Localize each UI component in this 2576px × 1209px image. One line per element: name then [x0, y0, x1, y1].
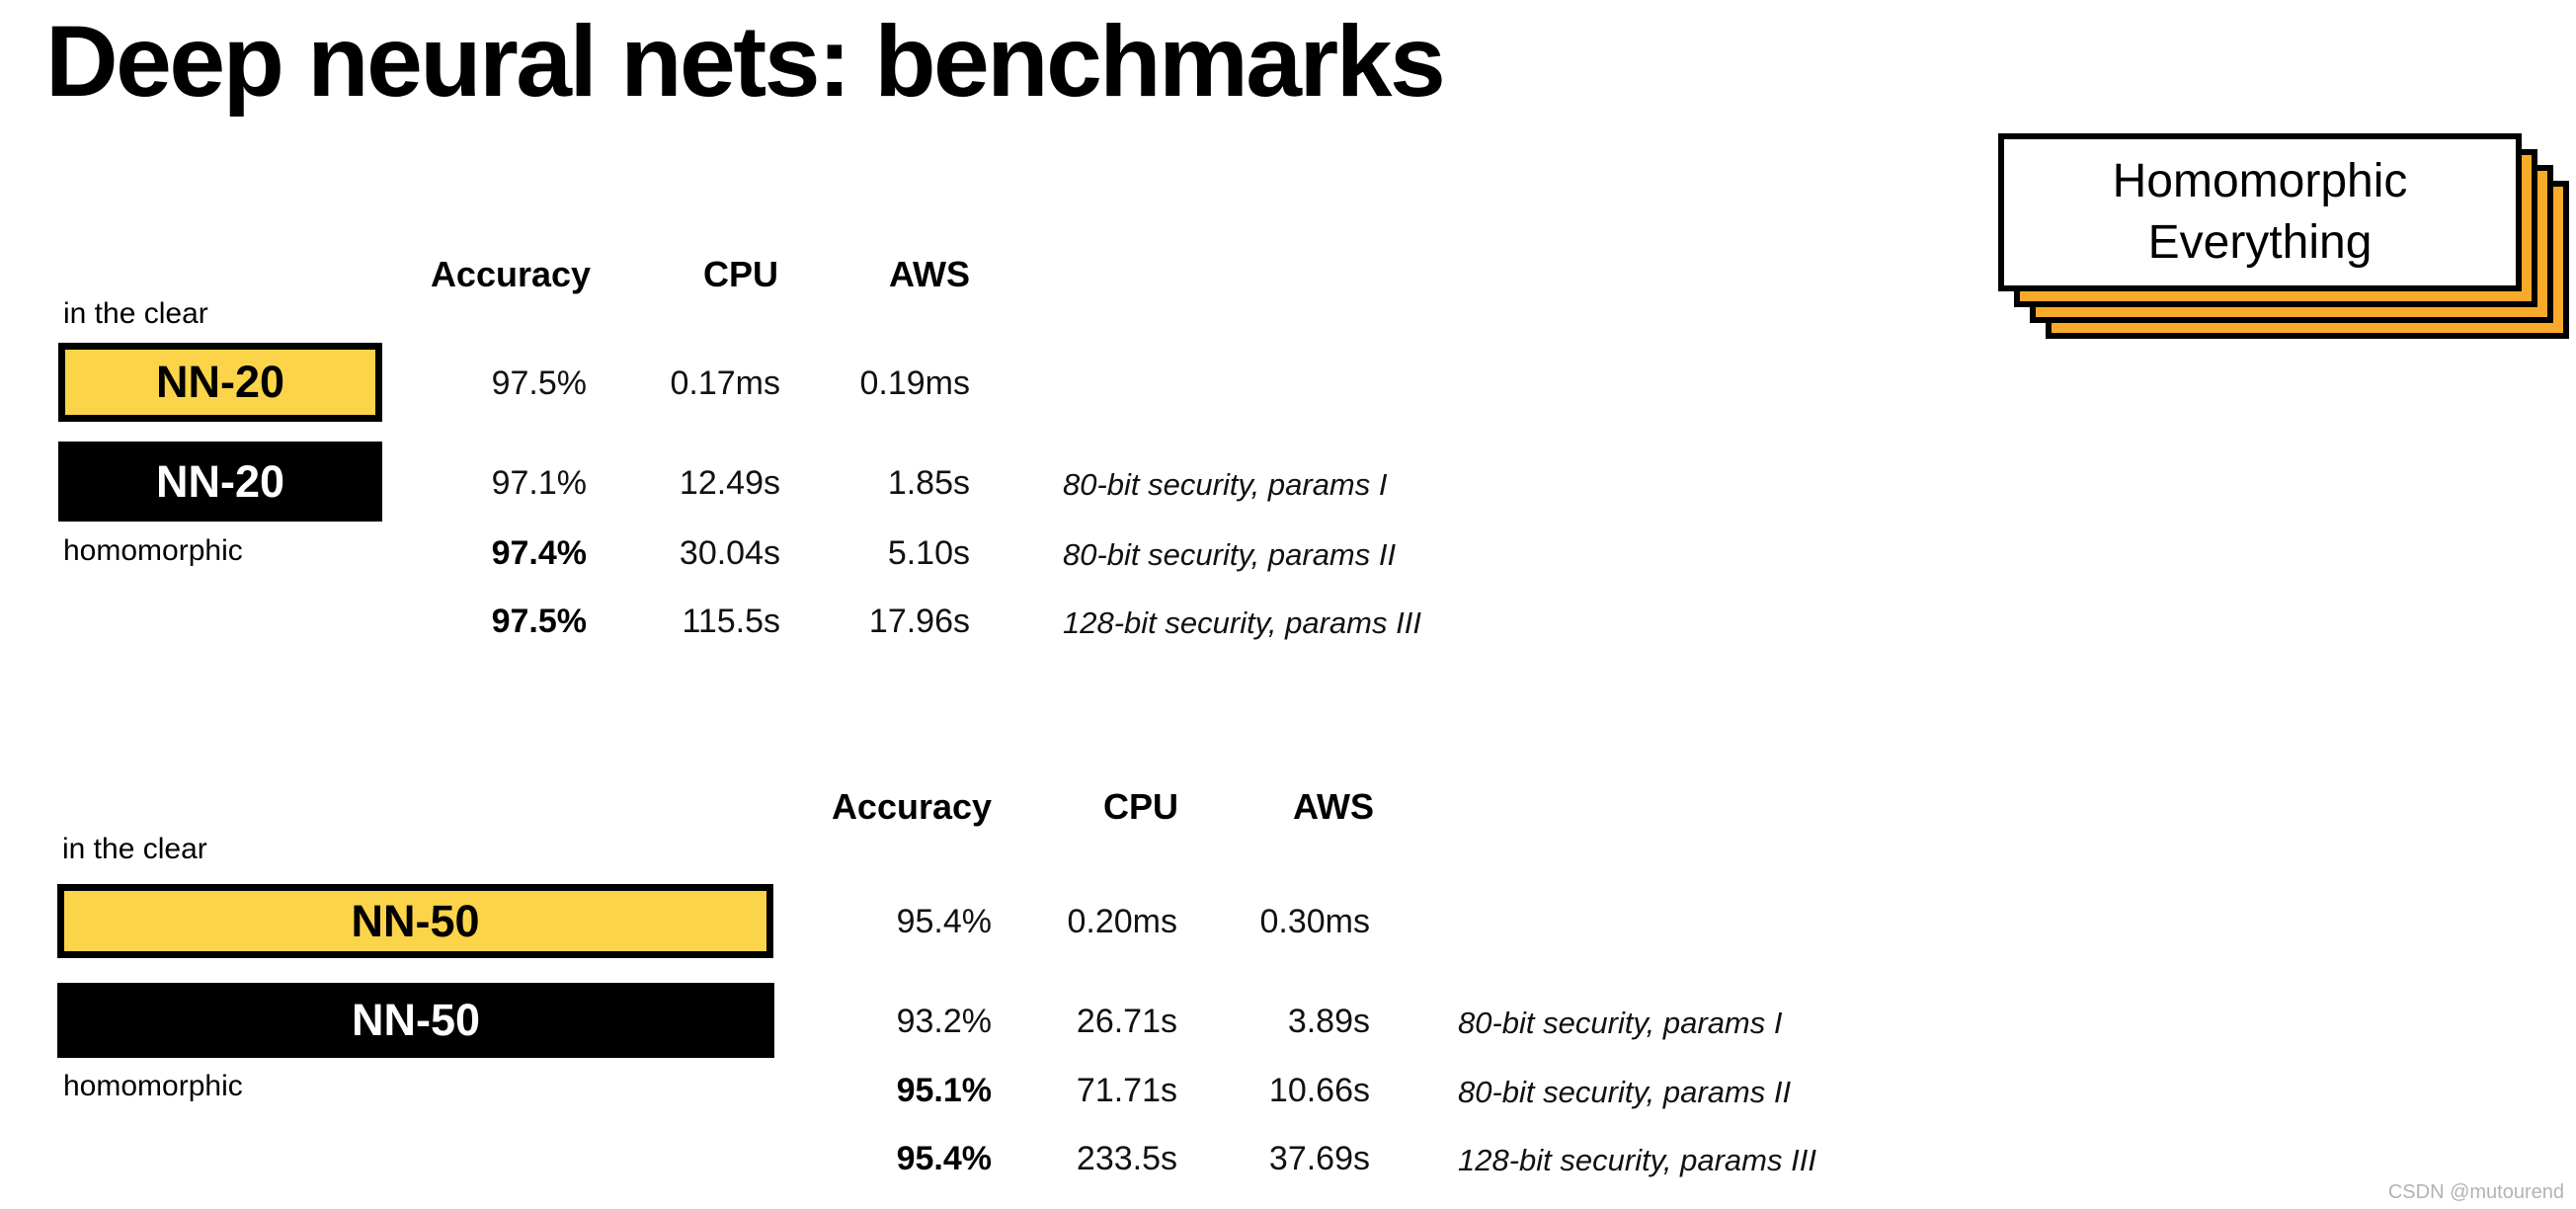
nn50-row1-note: 80-bit security, params I [1458, 1006, 1783, 1040]
nn20-row2-cpu: 30.04s [679, 534, 780, 572]
nn50-row3-accuracy: 95.4% [896, 1140, 992, 1177]
nn50-row3-note: 128-bit security, params III [1458, 1143, 1816, 1177]
nn50-in-the-clear-label: in the clear [62, 833, 207, 865]
nn50-row1-accuracy: 93.2% [896, 1003, 992, 1040]
nn20-row2-accuracy: 97.4% [491, 534, 587, 572]
nn20-header-aws: AWS [888, 254, 970, 294]
nn50-row2-note: 80-bit security, params II [1458, 1075, 1792, 1109]
homomorphic-everything-badge: Homomorphic Everything [1998, 133, 2569, 339]
nn50-clear-cpu: 0.20ms [1067, 903, 1178, 940]
nn20-row1-cpu: 12.49s [679, 464, 780, 502]
badge-card: Homomorphic Everything [1998, 133, 2522, 291]
nn50-homomorphic-box-label: NN-50 [351, 995, 481, 1045]
nn20-header-cpu: CPU [702, 254, 778, 294]
page-title: Deep neural nets: benchmarks [45, 5, 1446, 118]
nn50-row3-cpu: 233.5s [1076, 1140, 1177, 1177]
nn50-clear-aws: 0.30ms [1259, 903, 1371, 940]
nn50-clear-accuracy: 95.4% [896, 903, 992, 940]
nn20-row2-note: 80-bit security, params II [1063, 537, 1397, 572]
nn20-row1-note: 80-bit security, params I [1063, 467, 1388, 502]
nn50-header-cpu: CPU [1102, 786, 1178, 827]
nn50-homomorphic-label: homomorphic [63, 1070, 243, 1102]
nn20-homomorphic-box: NN-20 [58, 442, 382, 522]
nn20-row3-note: 128-bit security, params III [1063, 605, 1421, 640]
nn50-homomorphic-box: NN-50 [57, 983, 774, 1058]
nn20-clear-box: NN-20 [58, 343, 382, 422]
nn50-row2-cpu: 71.71s [1076, 1072, 1177, 1109]
nn20-in-the-clear-label: in the clear [63, 297, 208, 330]
nn20-clear-aws: 0.19ms [859, 364, 971, 402]
badge-line-1: Homomorphic [2112, 155, 2408, 207]
nn50-row2-accuracy: 95.1% [896, 1072, 992, 1109]
nn20-row2-aws: 5.10s [887, 534, 970, 572]
watermark: CSDN @mutourend [2387, 1181, 2564, 1203]
nn50-header-aws: AWS [1292, 786, 1374, 827]
nn20-homomorphic-box-label: NN-20 [155, 455, 285, 507]
nn20-homomorphic-label: homomorphic [63, 534, 243, 567]
nn20-clear-accuracy: 97.5% [491, 364, 587, 402]
nn20-row1-aws: 1.85s [887, 464, 970, 502]
nn20-row1-accuracy: 97.1% [491, 464, 587, 502]
nn50-row2-aws: 10.66s [1268, 1072, 1370, 1109]
nn50-row1-aws: 3.89s [1287, 1003, 1370, 1040]
nn50-row3-aws: 37.69s [1268, 1140, 1370, 1177]
nn50-row1-cpu: 26.71s [1076, 1003, 1177, 1040]
badge-line-2: Everything [2147, 216, 2373, 269]
nn20-clear-box-label: NN-20 [155, 357, 285, 407]
nn50-clear-box: NN-50 [57, 884, 773, 958]
nn50-clear-box-label: NN-50 [351, 895, 480, 946]
nn20-row3-accuracy: 97.5% [491, 603, 587, 640]
nn20-row3-aws: 17.96s [868, 603, 970, 640]
nn50-header-accuracy: Accuracy [831, 786, 993, 827]
nn20-clear-cpu: 0.17ms [670, 364, 781, 402]
nn20-header-accuracy: Accuracy [430, 254, 592, 294]
nn20-row3-cpu: 115.5s [682, 603, 780, 640]
